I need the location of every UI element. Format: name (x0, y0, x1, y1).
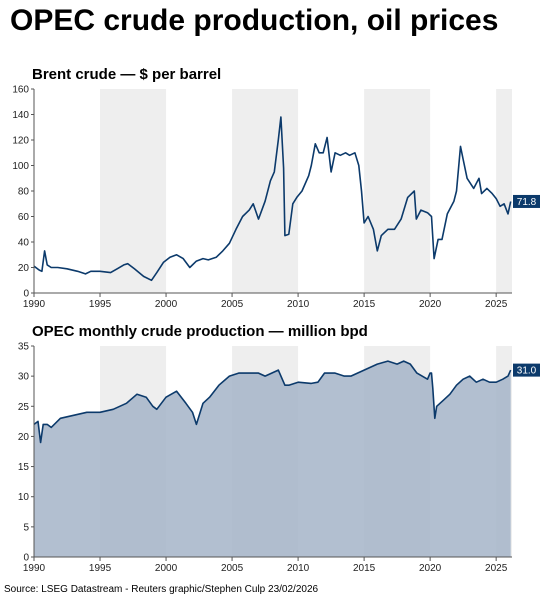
opec-y-tick-label: 10 (18, 492, 30, 503)
brent-x-tick-label: 1990 (23, 299, 46, 310)
brent-x-tick-label: 1995 (89, 299, 112, 310)
page-title: OPEC crude production, oil prices (10, 4, 499, 37)
brent-plot: 0 20 40 60 80 100 120 140 160 1990 1995 2000 2005 201… (12, 85, 540, 310)
opec-y-tick-label: 15 (18, 462, 30, 473)
brent-y-tick-label: 100 (12, 161, 29, 172)
brent-band (364, 89, 431, 293)
opec-x-tick-label: 2015 (353, 563, 376, 574)
brent-x-tick-label: 2015 (353, 299, 376, 310)
opec-y-tick-label: 30 (18, 372, 30, 383)
opec-y-tick-label: 25 (18, 402, 30, 413)
opec-last-value-label: 31.0 (517, 366, 537, 377)
opec-y-tick-label: 35 (18, 342, 30, 353)
brent-chart-title: Brent crude — $ per barrel (32, 66, 222, 83)
opec-x-tick-label: 1990 (23, 563, 46, 574)
brent-y-tick-label: 160 (12, 85, 29, 96)
brent-y-tick-label: 140 (12, 110, 29, 121)
source-note: Source: LSEG Datastream - Reuters graphi… (4, 584, 319, 595)
opec-x-tick-label: 1995 (89, 563, 112, 574)
brent-band (232, 89, 299, 293)
brent-x-tick-label: 2000 (155, 299, 178, 310)
opec-x-tick-label: 2020 (419, 563, 442, 574)
brent-y-tick-label: 0 (23, 289, 29, 300)
brent-y-tick-label: 80 (18, 187, 30, 198)
opec-x-tick-label: 2000 (155, 563, 178, 574)
brent-x-tick-label: 2025 (485, 299, 508, 310)
brent-x-tick-label: 2010 (287, 299, 310, 310)
brent-band (100, 89, 167, 293)
opec-series-line (33, 360, 512, 444)
brent-y-tick-label: 20 (18, 263, 30, 274)
opec-last-value-badge (513, 363, 540, 377)
opec-y-tick-label: 0 (23, 553, 29, 564)
opec-x-tick-label: 2010 (287, 563, 310, 574)
brent-band (496, 89, 512, 293)
brent-series-line (33, 116, 512, 282)
brent-x-tick-label: 2005 (221, 299, 244, 310)
brent-last-value-badge (513, 194, 540, 208)
opec-x-tick-label: 2025 (485, 563, 508, 574)
opec-x-tick-label: 2005 (221, 563, 244, 574)
opec-chart-title: OPEC monthly crude production — million … (32, 323, 368, 340)
opec-y-tick-label: 5 (23, 522, 29, 533)
brent-y-tick-label: 60 (18, 212, 30, 223)
brent-last-value-label: 71.8 (517, 197, 537, 208)
brent-y-tick-label: 120 (12, 136, 29, 147)
opec-area (34, 361, 511, 557)
opec-y-tick-label: 20 (18, 432, 30, 443)
brent-x-tick-label: 2020 (419, 299, 442, 310)
brent-y-tick-label: 40 (18, 238, 30, 249)
